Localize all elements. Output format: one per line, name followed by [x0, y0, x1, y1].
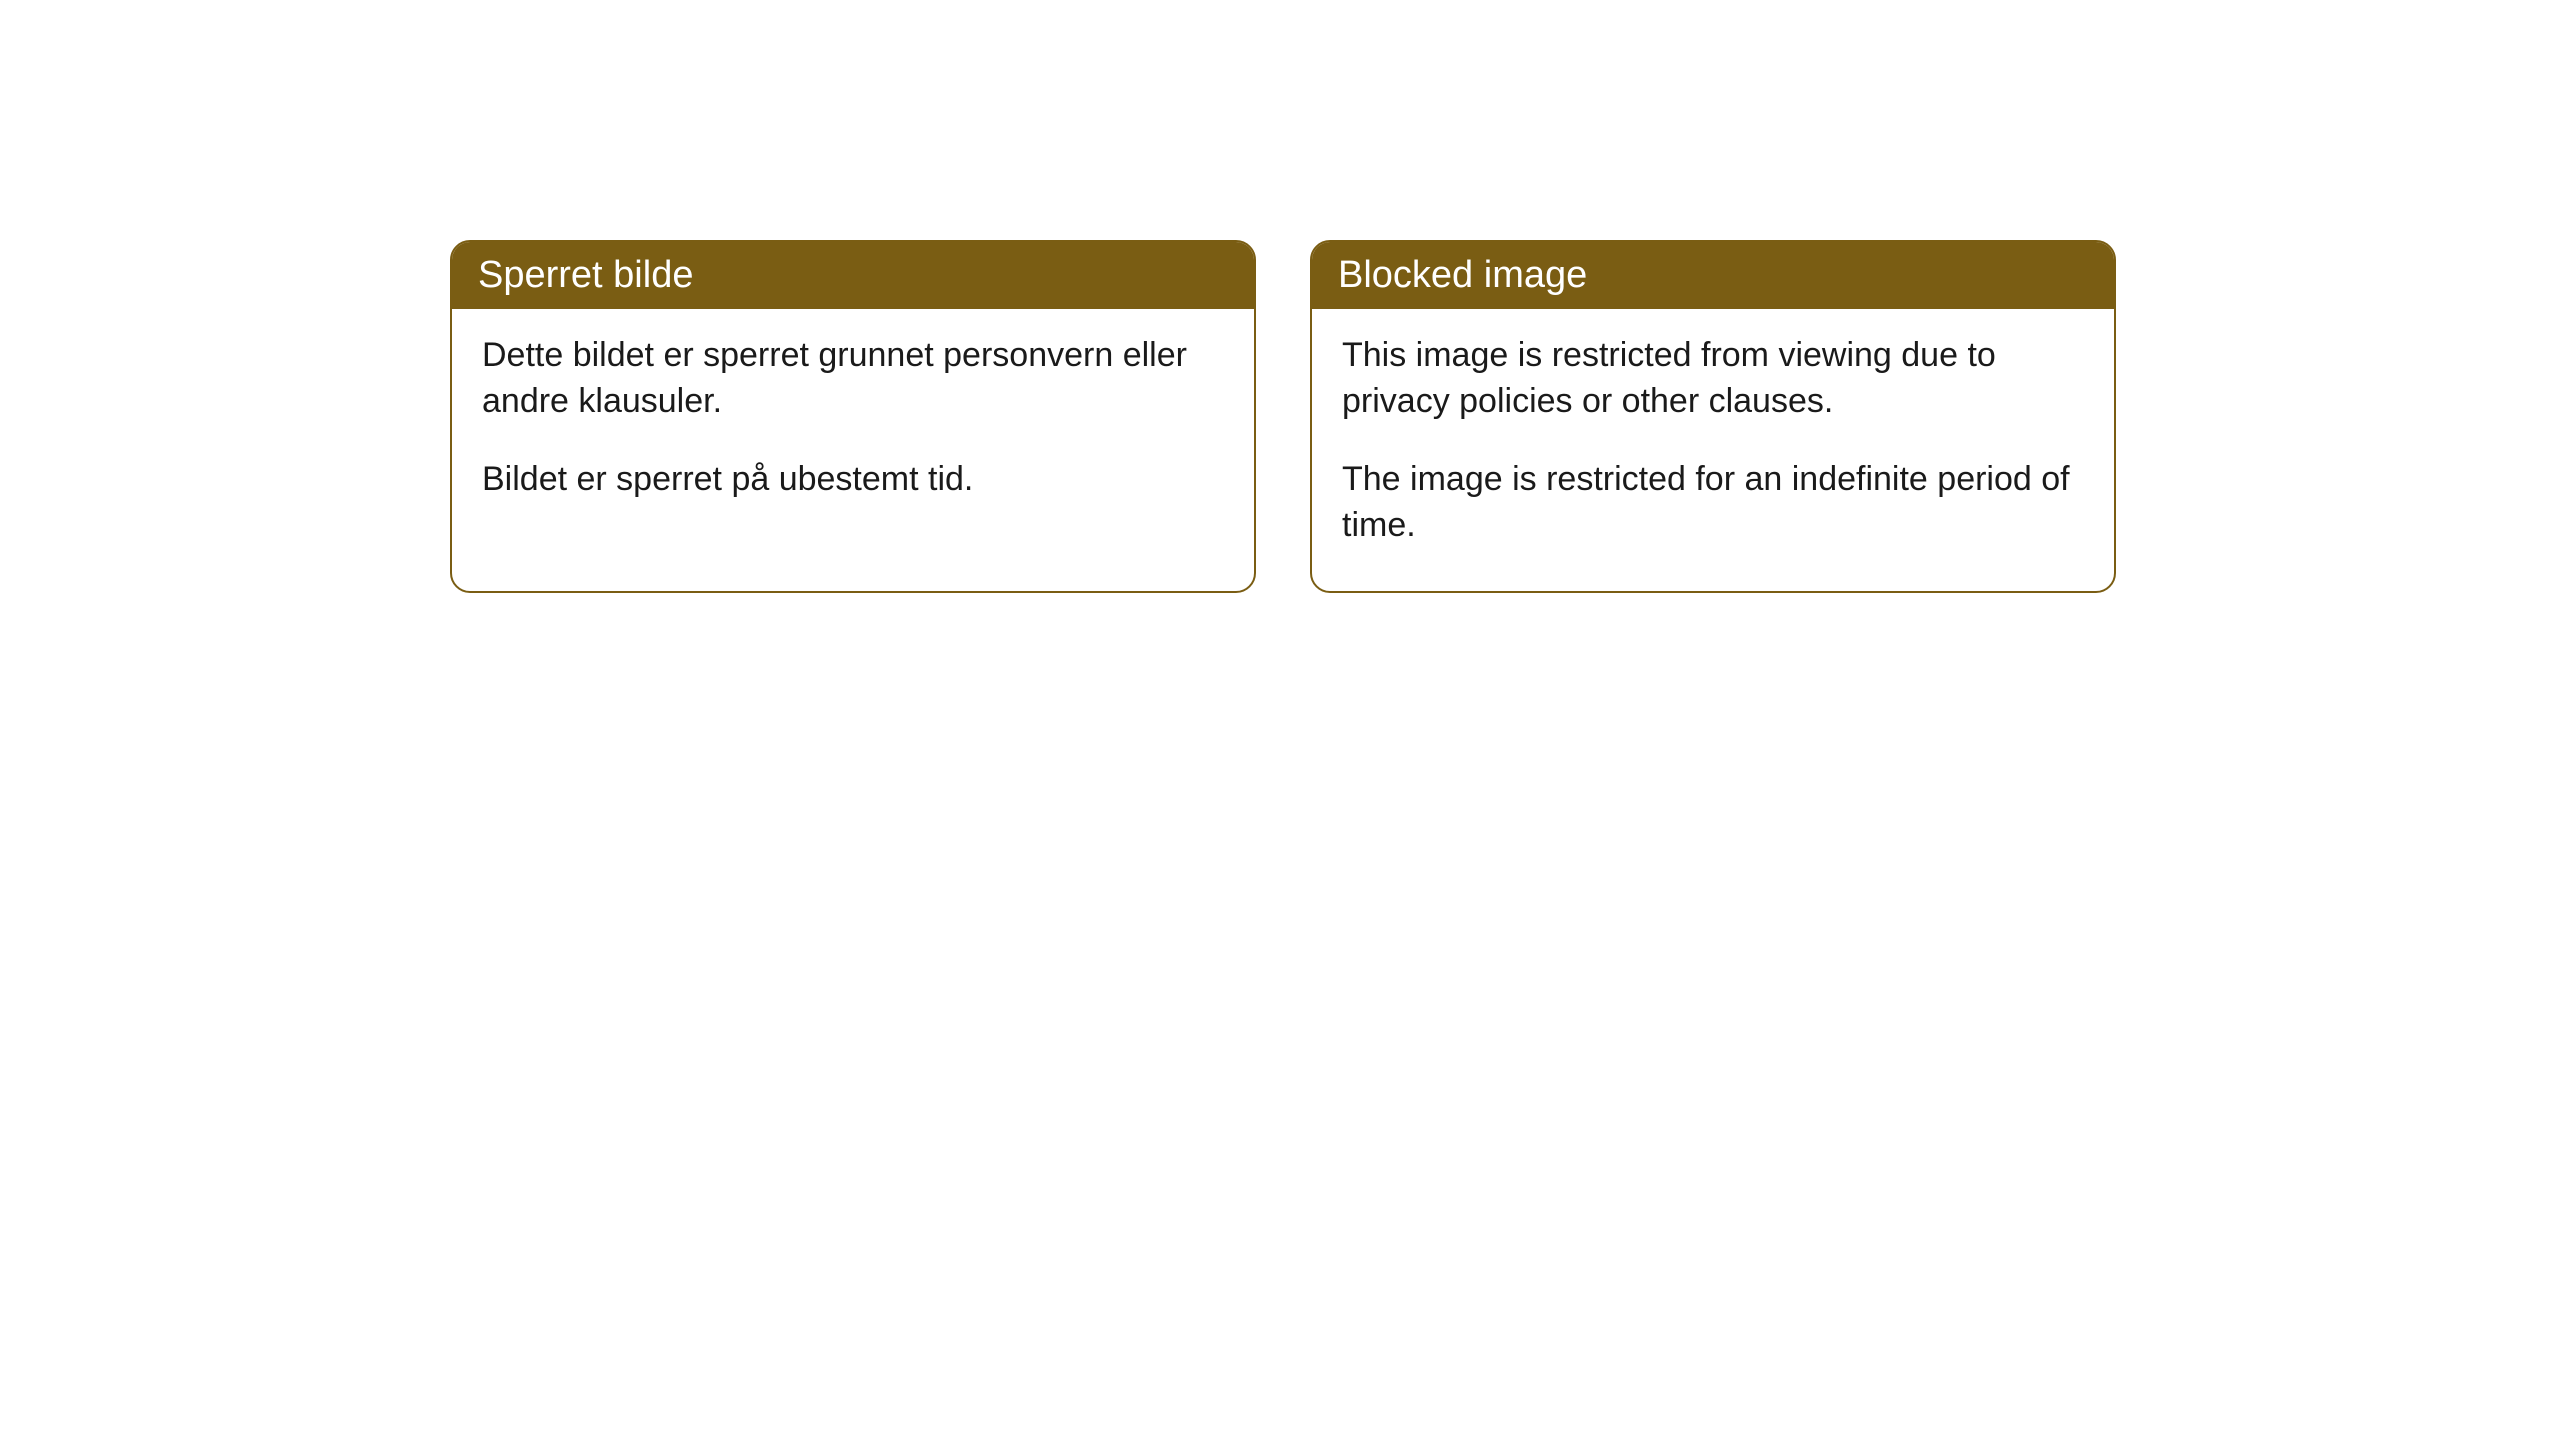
notice-card-english: Blocked image This image is restricted f… [1310, 240, 2116, 593]
notice-body-english: This image is restricted from viewing du… [1312, 309, 2114, 591]
notice-card-norwegian: Sperret bilde Dette bildet er sperret gr… [450, 240, 1256, 593]
notice-paragraph: Bildet er sperret på ubestemt tid. [482, 457, 1224, 503]
notice-body-norwegian: Dette bildet er sperret grunnet personve… [452, 309, 1254, 545]
notice-paragraph: This image is restricted from viewing du… [1342, 333, 2084, 425]
notice-cards-container: Sperret bilde Dette bildet er sperret gr… [0, 0, 2560, 593]
notice-paragraph: The image is restricted for an indefinit… [1342, 457, 2084, 549]
notice-title: Blocked image [1338, 254, 1587, 296]
notice-header-english: Blocked image [1312, 242, 2114, 309]
notice-paragraph: Dette bildet er sperret grunnet personve… [482, 333, 1224, 425]
notice-header-norwegian: Sperret bilde [452, 242, 1254, 309]
notice-title: Sperret bilde [478, 254, 693, 296]
